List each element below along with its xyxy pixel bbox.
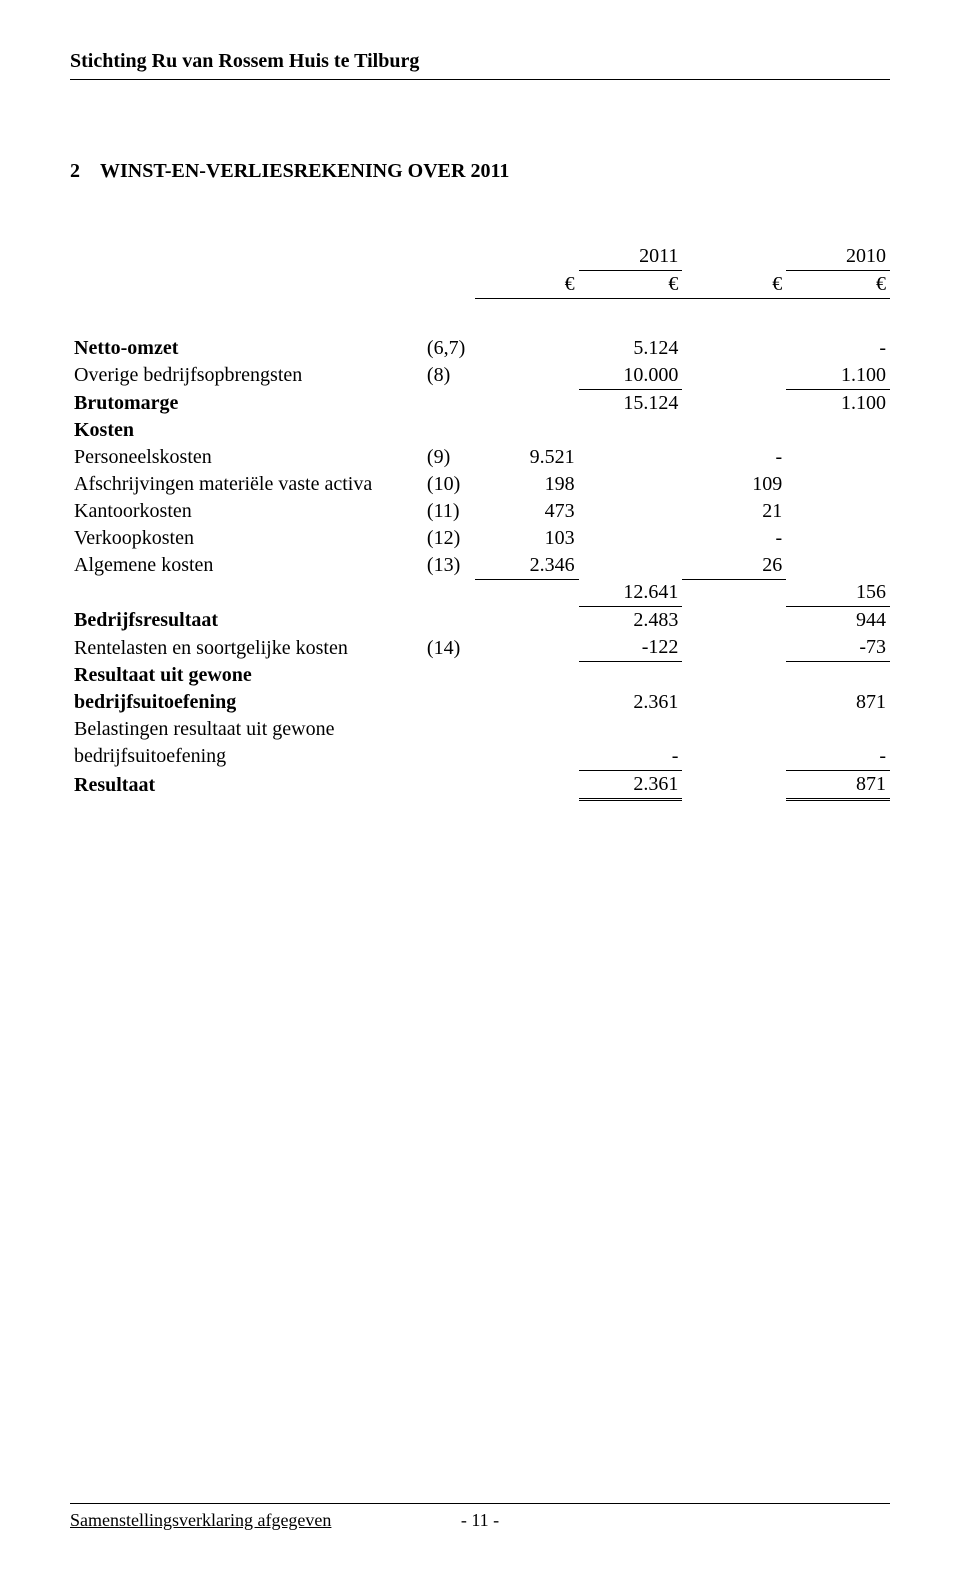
val-rentelasten-prior: -73: [786, 634, 890, 662]
year-current: 2011: [579, 243, 683, 271]
label-brutomarge: Brutomarge: [70, 389, 423, 417]
label-rentelasten: Rentelasten en soortgelijke kosten: [70, 634, 423, 662]
val-netto-omzet-prior: -: [786, 335, 890, 362]
row-personeel: Personeelskosten (9) 9.521 -: [70, 444, 890, 471]
val-verkoop-prior: -: [682, 525, 786, 552]
label-kantoor: Kantoorkosten: [70, 498, 423, 525]
row-verkoop: Verkoopkosten (12) 103 -: [70, 525, 890, 552]
val-personeel-cur: 9.521: [475, 444, 579, 471]
currency-b: €: [579, 271, 683, 299]
footer-left: Samenstellingsverklaring afgegeven: [70, 1510, 343, 1531]
row-rentelasten: Rentelasten en soortgelijke kosten (14) …: [70, 634, 890, 662]
val-overige-prior: 1.100: [786, 362, 890, 390]
note-overige: (8): [423, 362, 475, 390]
label-belastingen-2: bedrijfsuitoefening: [70, 743, 423, 771]
val-resultaat-cur: 2.361: [579, 770, 683, 799]
val-bedrijfsresultaat-prior: 944: [786, 607, 890, 635]
note-rentelasten: (14): [423, 634, 475, 662]
val-kantoor-prior: 21: [682, 498, 786, 525]
label-res-gewone-1: Resultaat uit gewone: [70, 662, 423, 689]
val-afschrijv-prior: 109: [682, 471, 786, 498]
val-res-gewone-prior: 871: [786, 689, 890, 716]
section-number: 2: [70, 160, 80, 182]
val-algemene-cur: 2.346: [475, 552, 579, 580]
val-personeel-prior: -: [682, 444, 786, 471]
label-overige: Overige bedrijfsopbrengsten: [70, 362, 423, 390]
row-belastingen-line2: bedrijfsuitoefening - -: [70, 743, 890, 771]
label-res-gewone-2: bedrijfsuitoefening: [70, 689, 423, 716]
label-personeel: Personeelskosten: [70, 444, 423, 471]
label-afschrijv: Afschrijvingen materiële vaste activa: [70, 471, 423, 498]
header-rule: [70, 79, 890, 80]
val-netto-omzet-cur: 5.124: [579, 335, 683, 362]
label-netto-omzet: Netto-omzet: [70, 335, 423, 362]
label-verkoop: Verkoopkosten: [70, 525, 423, 552]
val-belastingen-cur: -: [579, 743, 683, 771]
row-res-gewone-line1: Resultaat uit gewone: [70, 662, 890, 689]
section-heading: WINST-EN-VERLIESREKENING OVER 2011: [100, 160, 509, 182]
val-algemene-prior: 26: [682, 552, 786, 580]
label-algemene: Algemene kosten: [70, 552, 423, 580]
val-belastingen-prior: -: [786, 743, 890, 771]
row-overige: Overige bedrijfsopbrengsten (8) 10.000 1…: [70, 362, 890, 390]
row-kantoor: Kantoorkosten (11) 473 21: [70, 498, 890, 525]
income-statement-table: 2011 2010 € € € € Netto-omzet (6,7) 5.12…: [70, 243, 890, 801]
row-netto-omzet: Netto-omzet (6,7) 5.124 -: [70, 335, 890, 362]
val-rentelasten-cur: -122: [579, 634, 683, 662]
row-kosten-totaal: 12.641 156: [70, 579, 890, 607]
val-res-gewone-cur: 2.361: [579, 689, 683, 716]
currency-a: €: [475, 271, 579, 299]
note-netto-omzet: (6,7): [423, 335, 475, 362]
label-resultaat: Resultaat: [70, 770, 423, 799]
org-title: Stichting Ru van Rossem Huis te Tilburg: [70, 50, 890, 73]
val-afschrijv-cur: 198: [475, 471, 579, 498]
currency-c: €: [682, 271, 786, 299]
val-brutomarge-prior: 1.100: [786, 389, 890, 417]
val-kosten-totaal-cur: 12.641: [579, 579, 683, 607]
val-resultaat-prior: 871: [786, 770, 890, 799]
val-bedrijfsresultaat-cur: 2.483: [579, 607, 683, 635]
row-resultaat: Resultaat 2.361 871: [70, 770, 890, 799]
row-res-gewone-line2: bedrijfsuitoefening 2.361 871: [70, 689, 890, 716]
note-personeel: (9): [423, 444, 475, 471]
row-kosten-header: Kosten: [70, 417, 890, 444]
row-brutomarge: Brutomarge 15.124 1.100: [70, 389, 890, 417]
note-algemene: (13): [423, 552, 475, 580]
label-kosten: Kosten: [70, 417, 423, 444]
footer-page: - 11 -: [343, 1510, 616, 1531]
row-belastingen-line1: Belastingen resultaat uit gewone: [70, 716, 890, 743]
label-bedrijfsresultaat: Bedrijfsresultaat: [70, 607, 423, 635]
note-kantoor: (11): [423, 498, 475, 525]
val-overige-cur: 10.000: [579, 362, 683, 390]
note-afschrijv: (10): [423, 471, 475, 498]
page-footer: Samenstellingsverklaring afgegeven - 11 …: [70, 1503, 890, 1531]
year-prior: 2010: [786, 243, 890, 271]
val-verkoop-cur: 103: [475, 525, 579, 552]
note-verkoop: (12): [423, 525, 475, 552]
val-kantoor-cur: 473: [475, 498, 579, 525]
val-kosten-totaal-prior: 156: [786, 579, 890, 607]
section-title: 2 WINST-EN-VERLIESREKENING OVER 2011: [70, 160, 890, 183]
val-brutomarge-cur: 15.124: [579, 389, 683, 417]
row-afschrijv: Afschrijvingen materiële vaste activa (1…: [70, 471, 890, 498]
label-belastingen-1: Belastingen resultaat uit gewone: [70, 716, 423, 743]
currency-d: €: [786, 271, 890, 299]
row-bedrijfsresultaat: Bedrijfsresultaat 2.483 944: [70, 607, 890, 635]
row-algemene: Algemene kosten (13) 2.346 26: [70, 552, 890, 580]
